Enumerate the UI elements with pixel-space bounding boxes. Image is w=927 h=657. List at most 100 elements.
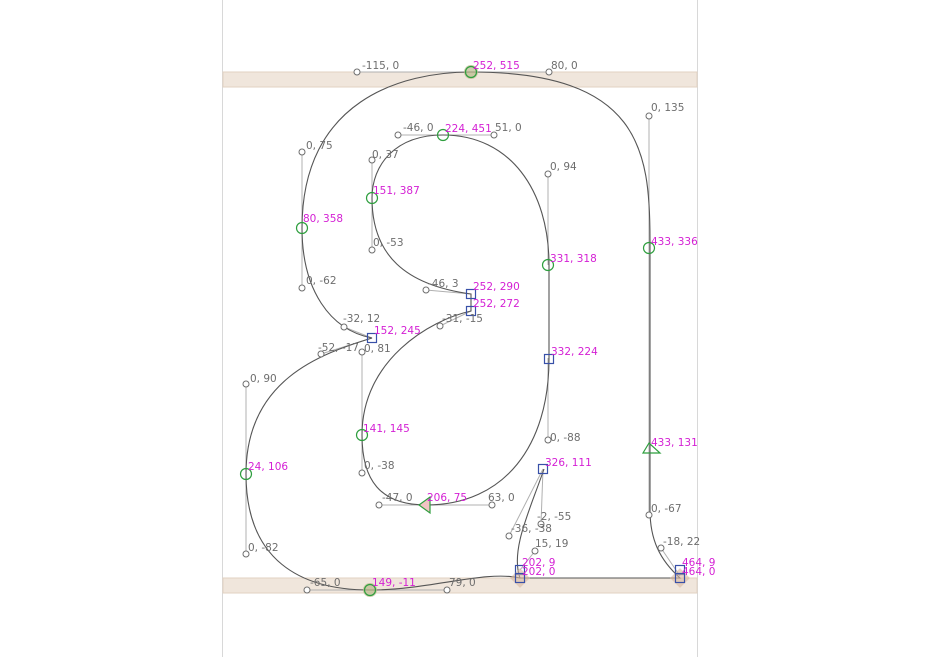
smooth-node[interactable] [541,258,555,272]
handle-point[interactable] [340,323,348,331]
oncurve-coordinate-label: 149, -11 [372,577,416,589]
oncurve-coordinate-label: 433, 336 [651,236,698,248]
handle-coordinate-label: 0, -53 [373,237,404,249]
handle-point[interactable] [394,131,402,139]
oncurve-coordinate-label: 202, 9 [522,557,555,569]
smooth-node[interactable] [642,241,656,255]
glyph-outline[interactable] [245,71,682,591]
oncurve-coordinate-label: 464, 0 [682,566,715,578]
handle-coordinate-label: 0, -82 [248,542,279,554]
handle-point[interactable] [657,544,665,552]
smooth-node[interactable] [295,221,309,235]
oncurve-coordinate-label: 202, 0 [522,566,555,578]
oncurve-coordinate-label: 433, 131 [651,437,698,449]
smooth-node[interactable] [239,467,253,481]
oncurve-coordinate-label: 331, 318 [550,253,597,265]
baseline-zone [222,577,698,594]
handle-point[interactable] [353,68,361,76]
handle-point[interactable] [537,520,545,528]
corner-node[interactable] [465,305,477,317]
handle-coordinate-label: -31, -15 [442,313,483,325]
handle-point[interactable] [422,286,430,294]
handle-coordinate-label: -18, 22 [663,536,700,548]
handle-point[interactable] [488,501,496,509]
handle-coordinate-label: 0, -67 [651,503,682,515]
oncurve-coordinate-label: 151, 387 [373,185,420,197]
handle-point[interactable] [242,380,250,388]
handle-point[interactable] [303,586,311,594]
handle-coordinate-label: 0, -62 [306,275,337,287]
oncurve-coordinate-label: 252, 515 [473,60,520,72]
handle-coordinate-label: -52, -17 [318,342,359,354]
handle-coordinate-label: 0, 135 [651,102,684,114]
handle-point[interactable] [645,511,653,519]
corner-node[interactable] [366,332,378,344]
oncurve-coordinate-label: 464, 9 [682,557,715,569]
smooth-node[interactable] [363,583,377,597]
handle-point[interactable] [443,586,451,594]
handle-point[interactable] [545,68,553,76]
oncurve-coordinate-label: 141, 145 [363,423,410,435]
handle-point[interactable] [505,532,513,540]
oncurve-coordinate-label: 252, 272 [473,298,520,310]
handle-coordinate-label: 0, 81 [364,343,391,355]
outer-contour [245,71,682,591]
handle-point[interactable] [358,469,366,477]
oncurve-coordinate-label: 206, 75 [427,492,467,504]
handle-point[interactable] [645,112,653,120]
handle-point[interactable] [242,550,250,558]
handle-coordinate-label: 0, -88 [550,432,581,444]
handle-coordinate-label: 63, 0 [488,492,515,504]
oncurve-coordinate-label: 80, 358 [303,213,343,225]
handle-point[interactable] [531,547,539,555]
nodes[interactable] [239,65,690,597]
handle-coordinate-label: 0, 75 [306,140,333,152]
handle-point[interactable] [544,436,552,444]
corner-node[interactable] [543,353,555,365]
handle-point[interactable] [490,131,498,139]
oncurve-coordinate-label: 224, 451 [445,123,492,135]
corner-node[interactable] [465,288,477,300]
handle-point[interactable] [317,350,325,358]
point-labels: 252, 515 224, 451 80, 358 151, 387 433, 336 3… [248,60,715,589]
handle-coordinate-label: 0, 94 [550,161,577,173]
handle-point[interactable] [368,156,376,164]
oncurve-coordinate-label: 332, 224 [551,346,598,358]
tangent-node[interactable] [417,495,431,515]
handle-point[interactable] [298,284,306,292]
smooth-node[interactable] [464,65,478,79]
handle-coordinate-label: -2, -55 [537,511,571,523]
handle-point[interactable] [436,322,444,330]
tangent-node[interactable] [641,442,662,454]
oncurve-coordinate-label: 252, 290 [473,281,520,293]
corner-node[interactable] [537,463,549,475]
handle-coordinate-label: 80, 0 [551,60,578,72]
handle-coordinate-label: 0, 90 [250,373,277,385]
handle-coordinate-label: 79, 0 [449,577,476,589]
handle-coordinate-label: -36, -38 [511,523,552,535]
handle-point[interactable] [358,348,366,356]
handle-coordinate-label: -46, 3 [428,278,459,290]
oncurve-coordinate-label: 152, 245 [374,325,421,337]
oncurve-coordinate-label: 24, 106 [248,461,288,473]
smooth-node[interactable] [365,191,379,205]
x-height-zone [222,71,698,88]
handle-point[interactable] [544,170,552,178]
handle-point[interactable] [368,246,376,254]
handle-coordinate-label: 0, -38 [364,460,395,472]
smooth-node[interactable] [436,128,450,142]
handle-coordinate-label: -32, 12 [343,313,380,325]
handle-coordinate-label: -115, 0 [362,60,399,72]
handle-coordinate-label: 15, 19 [535,538,568,550]
handle-point[interactable] [298,148,306,156]
handle-coordinate-label: 0, 37 [372,149,399,161]
handle-coordinate-label: -46, 0 [403,122,434,134]
corner-node[interactable] [670,568,690,588]
handle-point[interactable] [375,501,383,509]
handle-coordinate-label: -65, 0 [310,577,341,589]
corner-node[interactable] [510,568,530,588]
handle-coordinate-label: 51, 0 [495,122,522,134]
handle-coordinate-label: -47, 0 [382,492,413,504]
smooth-node[interactable] [355,428,369,442]
